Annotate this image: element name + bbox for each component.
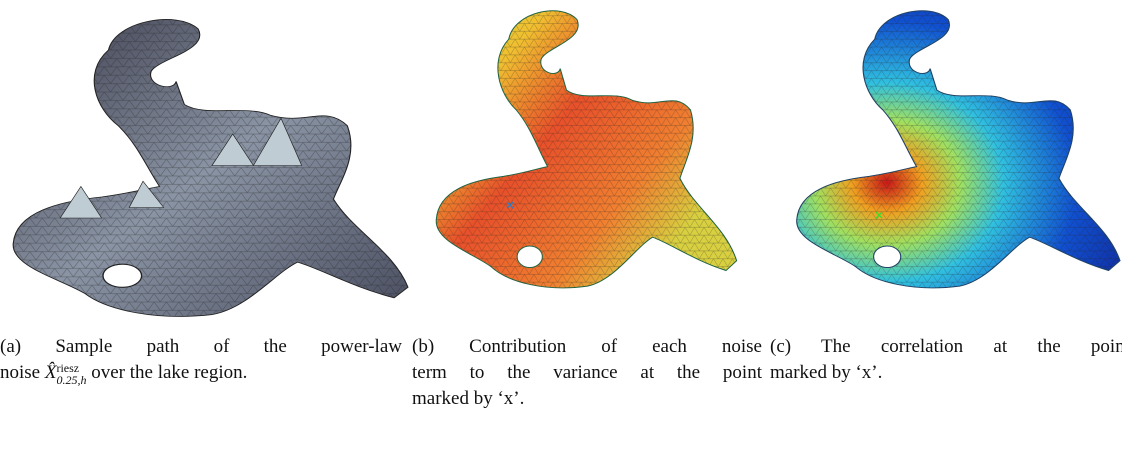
math-symbol: X̂ xyxy=(44,362,57,383)
math-sup: riesz xyxy=(56,360,80,375)
figure-c: ✕ xyxy=(796,10,1121,289)
caption-line: marked by ‘x’. xyxy=(412,388,525,409)
caption-a: (a) Sample path of the power-law noise X… xyxy=(0,334,402,386)
caption-line: marked by ‘x’. xyxy=(770,362,883,383)
caption-c: (c) The correlation at the point marked … xyxy=(770,334,1122,386)
caption-b: (b) Contribution of each noise term to t… xyxy=(412,334,762,412)
caption-line: noise X̂ riesz 0.25,h over the lake region… xyxy=(0,360,402,386)
caption-line: (c) The correlation at the point xyxy=(770,336,1122,357)
math-sub: 0.25,h xyxy=(56,372,87,387)
caption-text: noise xyxy=(0,362,41,383)
caption-text: over the lake region. xyxy=(91,362,248,383)
caption-line: term to the variance at the point xyxy=(412,362,762,383)
caption-line: (b) Contribution of each noise xyxy=(412,336,762,357)
caption-line: (a) Sample path of the power-law xyxy=(0,336,402,357)
figure-a xyxy=(12,18,409,318)
figure-b: ✕ xyxy=(435,10,738,289)
marker-x: ✕ xyxy=(874,209,884,223)
marker-x: ✕ xyxy=(505,199,515,213)
